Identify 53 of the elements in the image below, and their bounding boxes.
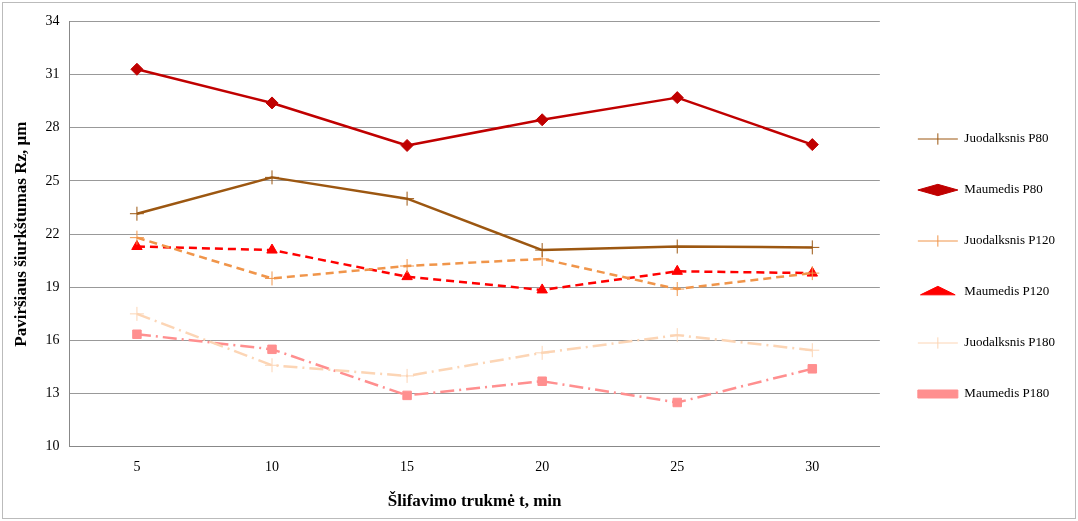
legend-label: Juodalksnis P120 <box>964 232 1056 248</box>
point <box>669 327 685 343</box>
y-tick-label: 22 <box>45 225 60 241</box>
x-tick-label: 10 <box>265 458 280 474</box>
point <box>399 368 415 384</box>
point <box>264 169 280 185</box>
point <box>671 264 683 275</box>
point <box>266 243 278 254</box>
legend-label: Maumedis P80 <box>964 181 1043 197</box>
point <box>132 329 142 339</box>
y-axis-title: Paviršiaus šiurkštumas Rz, µm <box>10 121 30 347</box>
y-tick-label: 34 <box>45 13 60 29</box>
point <box>804 342 820 358</box>
x-tick-label: 15 <box>400 458 415 474</box>
point <box>401 270 413 281</box>
point <box>399 191 415 207</box>
x-tick-label: 5 <box>133 458 141 474</box>
point <box>129 206 145 222</box>
point <box>804 239 820 255</box>
point <box>264 357 280 373</box>
point <box>267 344 277 355</box>
point <box>400 138 414 152</box>
y-tick-label: 25 <box>45 172 60 188</box>
point <box>669 281 685 297</box>
legend-label: Maumedis P180 <box>964 385 1050 401</box>
y-tick-label: 13 <box>45 385 60 401</box>
point <box>804 265 820 281</box>
x-tick-label: 30 <box>805 458 820 474</box>
legend-label: Juodalksnis P180 <box>964 334 1056 350</box>
x-tick-label: 20 <box>535 458 550 474</box>
point <box>672 397 682 408</box>
legend-label: Maumedis P120 <box>964 283 1050 299</box>
point <box>265 96 279 110</box>
y-tick-label: 31 <box>45 66 60 82</box>
point <box>670 91 684 105</box>
y-tick-label: 10 <box>45 438 60 454</box>
point <box>536 283 548 294</box>
point <box>807 364 818 374</box>
point <box>805 138 819 152</box>
point <box>534 345 550 361</box>
legend-label: Juodalksnis P80 <box>964 130 1049 146</box>
y-tick-label: 19 <box>45 278 60 294</box>
point <box>402 390 412 401</box>
x-tick-label: 25 <box>670 458 685 474</box>
y-tick-label: 16 <box>45 332 60 348</box>
point <box>535 113 549 127</box>
point <box>129 306 145 322</box>
x-axis-title: Šlifavimo trukmė t, min <box>387 491 563 511</box>
point <box>129 230 145 246</box>
y-tick-label: 28 <box>45 119 60 135</box>
point <box>130 62 144 76</box>
point <box>399 258 415 274</box>
point <box>537 376 547 386</box>
